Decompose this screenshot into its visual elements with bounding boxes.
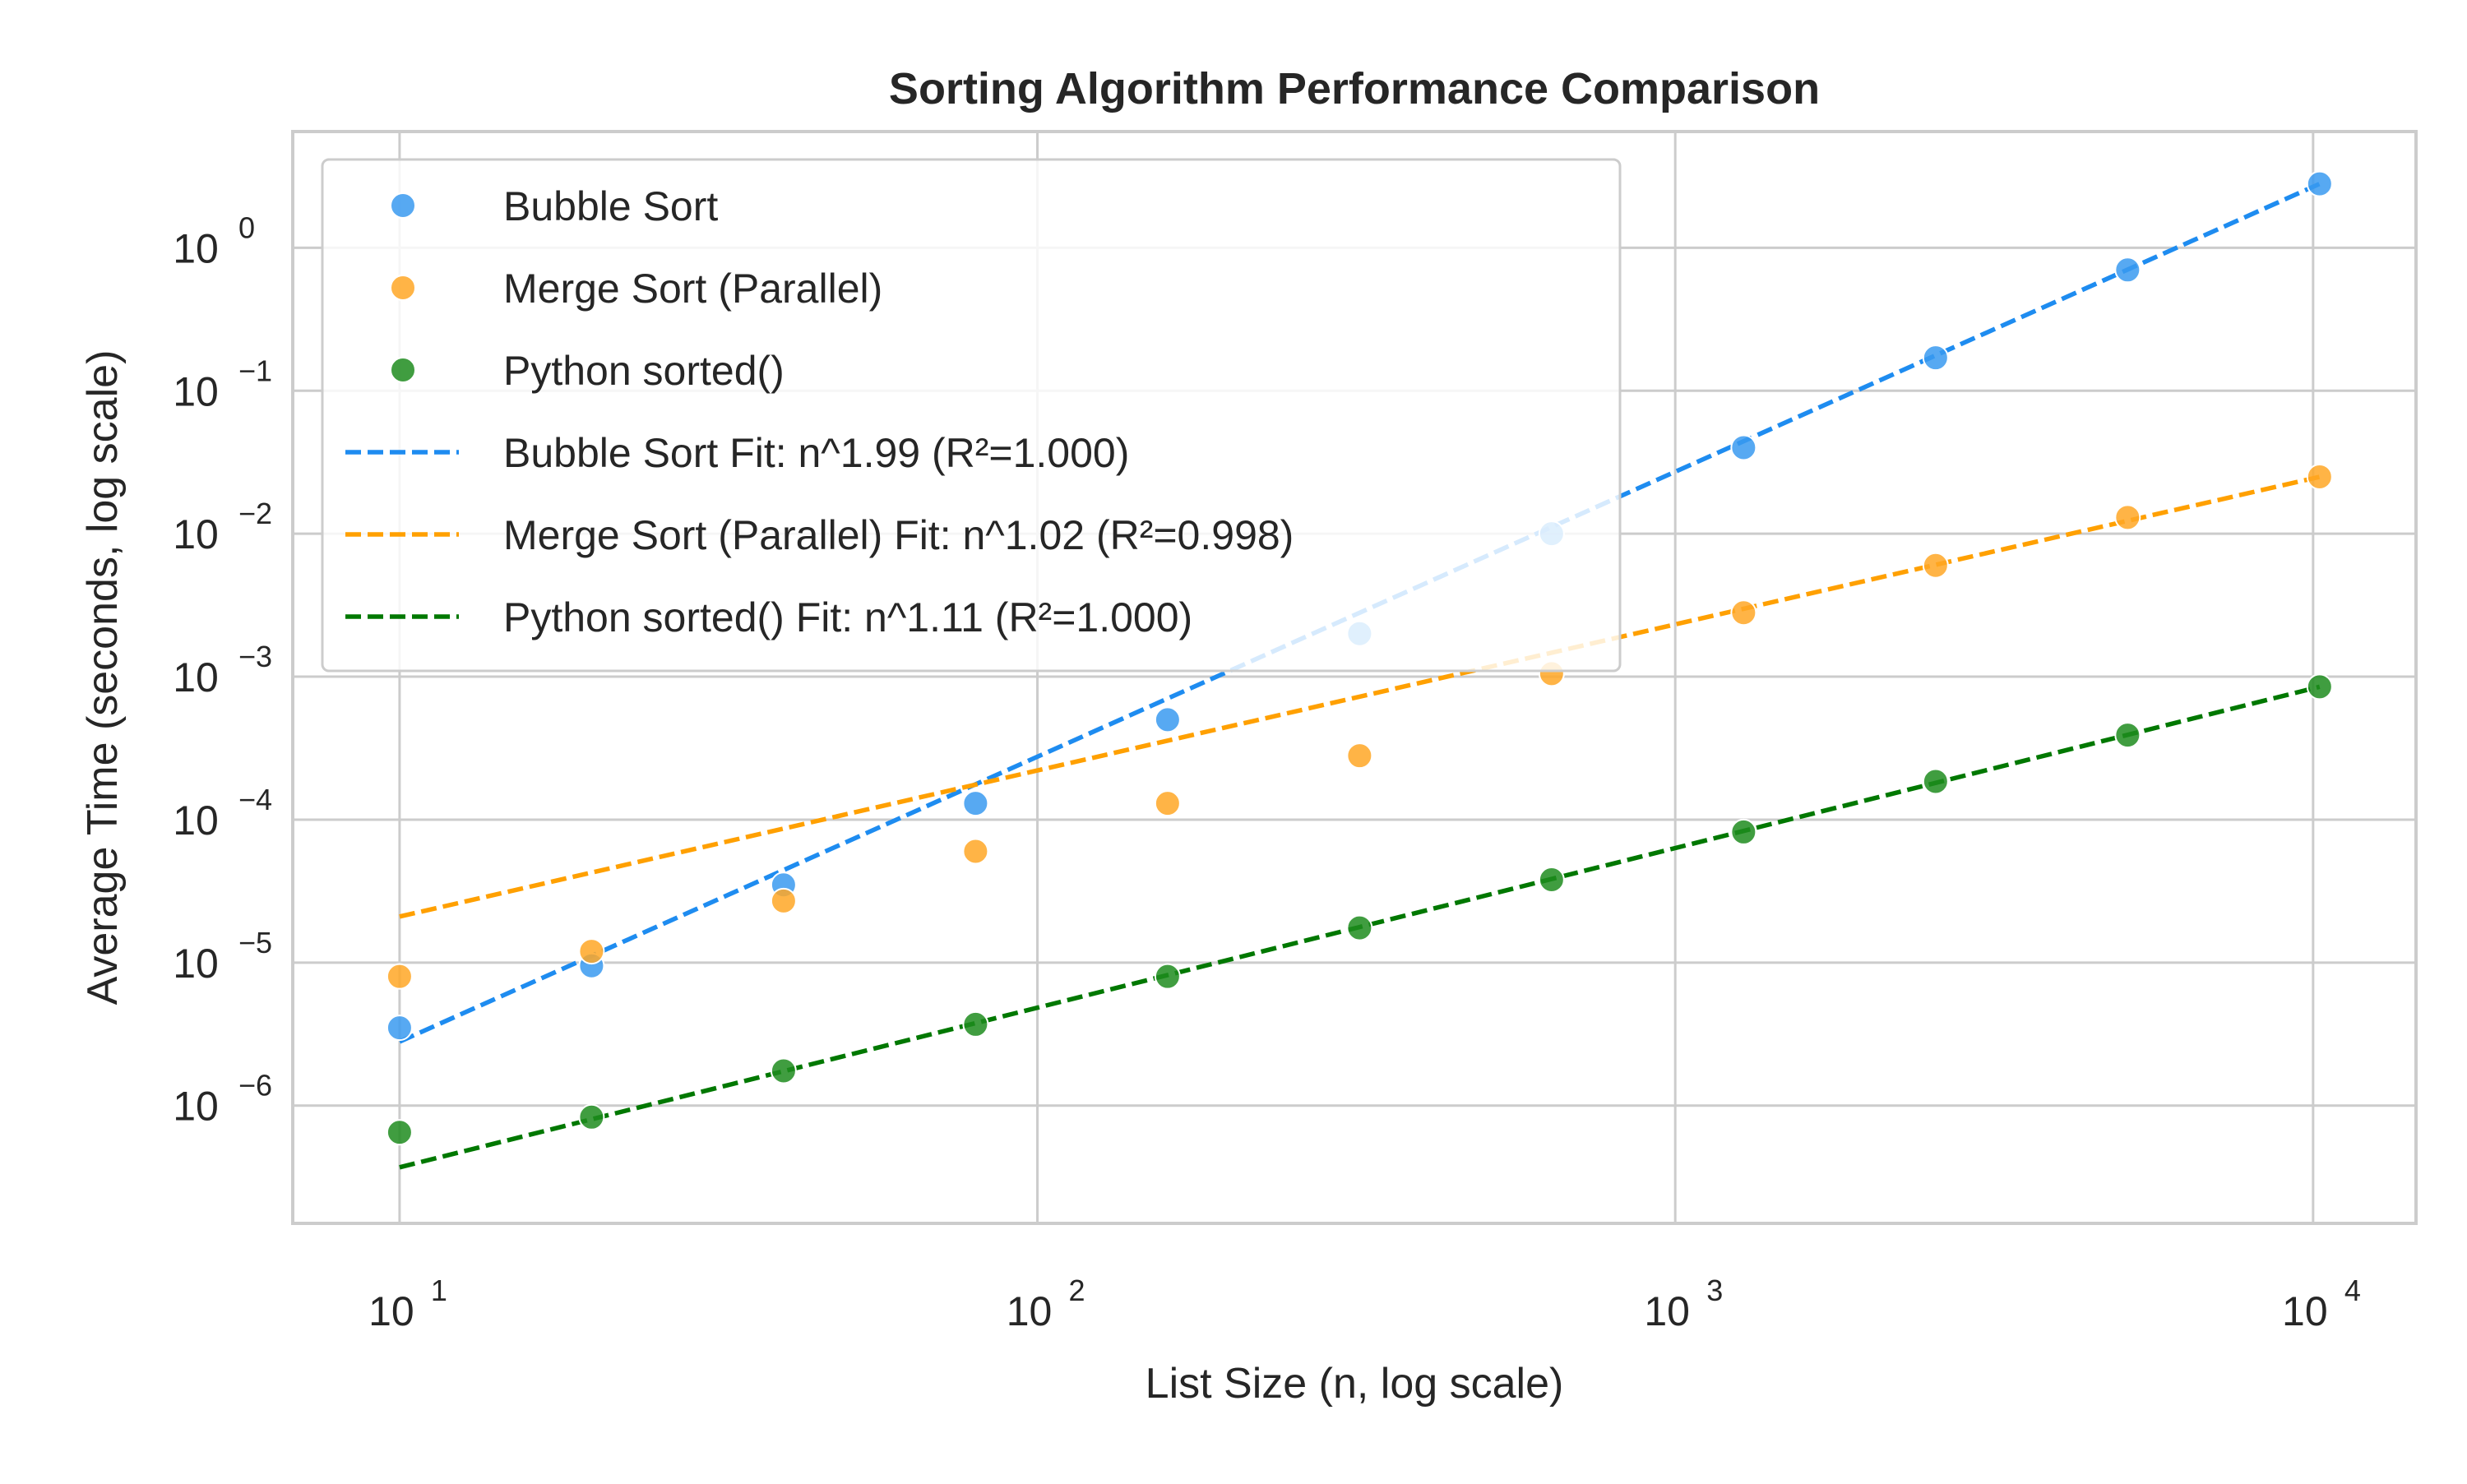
y-tick-label: 10 −6 [173, 1069, 272, 1130]
data-point [1346, 742, 1373, 770]
legend-box [321, 158, 1622, 673]
data-point [2114, 257, 2141, 284]
data-points [386, 170, 2333, 1146]
legend-label: Bubble Sort Fit: n^1.99 (R²=1.000) [503, 430, 1129, 476]
x-tick-exponent: 1 [431, 1274, 447, 1307]
data-point [2114, 504, 2141, 531]
y-tick-base: 10 [173, 368, 219, 414]
x-tick-base: 10 [2282, 1288, 2328, 1334]
y-tick-exponent: −4 [238, 783, 272, 816]
y-tick-exponent: −5 [238, 926, 272, 959]
series-points [386, 673, 2333, 1146]
x-axis-label: List Size (n, log scale) [1146, 1360, 1564, 1408]
x-tick-base: 10 [1644, 1288, 1690, 1334]
legend: Bubble Sort Merge Sort (Parallel) Python s… [321, 158, 1622, 673]
y-tick-base: 10 [173, 941, 219, 987]
y-tick-base: 10 [173, 654, 219, 700]
data-point [1730, 434, 1757, 461]
y-tick-exponent: −3 [238, 640, 272, 673]
y-tick-base: 10 [173, 225, 219, 271]
data-point [1730, 818, 1757, 845]
data-point [386, 1015, 413, 1042]
y-tick-label: 10 0 [173, 210, 255, 271]
y-tick-label: 10 −5 [173, 926, 272, 987]
x-tick-label: 10 1 [368, 1274, 447, 1334]
data-point [962, 838, 989, 865]
x-tick-label: 10 3 [1644, 1274, 1723, 1334]
y-tick-label: 10 −1 [173, 354, 272, 414]
data-point [962, 790, 989, 817]
data-point [578, 1103, 605, 1130]
legend-entry: Merge Sort (Parallel) [390, 266, 882, 312]
x-tick-base: 10 [1007, 1288, 1053, 1334]
legend-entry: Bubble Sort [390, 183, 718, 229]
x-tick-label: 10 2 [1007, 1274, 1085, 1334]
x-tick-label: 10 4 [2282, 1274, 2361, 1334]
y-tick-base: 10 [173, 797, 219, 844]
y-tick-label: 10 −3 [173, 640, 272, 700]
y-tick-base: 10 [173, 1084, 219, 1130]
data-point [2114, 722, 2141, 749]
chart-title: Sorting Algorithm Performance Comparison [889, 64, 1820, 113]
x-tick-exponent: 4 [2344, 1274, 2361, 1307]
legend-label: Python sorted() Fit: n^1.11 (R²=1.000) [503, 594, 1192, 640]
data-point [770, 1057, 797, 1084]
data-point [2306, 673, 2333, 700]
y-tick-exponent: −1 [238, 354, 272, 387]
x-tick-exponent: 3 [1706, 1274, 1723, 1307]
legend-label: Merge Sort (Parallel) Fit: n^1.02 (R²=0.… [503, 512, 1294, 558]
legend-entry: Bubble Sort Fit: n^1.99 (R²=1.000) [345, 430, 1129, 476]
data-point [1730, 599, 1757, 626]
y-tick-exponent: 0 [238, 210, 255, 244]
data-point [1154, 963, 1181, 990]
data-point [578, 938, 605, 965]
y-tick-base: 10 [173, 511, 219, 557]
legend-entry: Python sorted() [390, 348, 785, 394]
legend-label: Python sorted() [503, 348, 785, 394]
data-point [386, 1119, 413, 1146]
legend-marker [390, 357, 416, 383]
data-point [386, 963, 413, 990]
data-point [1922, 344, 1949, 372]
legend-label: Bubble Sort [503, 183, 718, 229]
data-point [2306, 170, 2333, 197]
data-point [1154, 706, 1181, 733]
y-tick-exponent: −6 [238, 1069, 272, 1103]
legend-label: Merge Sort (Parallel) [503, 266, 882, 312]
legend-marker [390, 275, 416, 301]
legend-marker [390, 192, 416, 219]
data-point [2306, 463, 2333, 490]
x-tick-labels: 10 1 10 2 10 3 10 4 [368, 1274, 2361, 1334]
y-tick-label: 10 −4 [173, 783, 272, 844]
data-point [1922, 552, 1949, 579]
data-point [1154, 790, 1181, 817]
x-tick-exponent: 2 [1069, 1274, 1085, 1307]
data-point [1922, 768, 1949, 795]
legend-entry: Merge Sort (Parallel) Fit: n^1.02 (R²=0.… [345, 512, 1294, 558]
y-tick-exponent: −2 [238, 497, 272, 530]
y-axis-label: Average Time (seconds, log scale) [79, 350, 127, 1006]
y-tick-label: 10 −2 [173, 497, 272, 557]
fit-line [399, 474, 2321, 919]
series-points [386, 170, 2333, 1042]
y-tick-labels: 10 −6 10 −5 10 −4 10 −3 10 −2 10 −1 10 0 [173, 210, 272, 1129]
data-point [1538, 867, 1565, 894]
x-tick-base: 10 [368, 1288, 414, 1334]
plot-frame [291, 130, 2418, 1225]
data-point [1346, 914, 1373, 941]
data-point [962, 1010, 989, 1038]
data-point [770, 887, 797, 914]
legend-entry: Python sorted() Fit: n^1.11 (R²=1.000) [345, 594, 1192, 640]
